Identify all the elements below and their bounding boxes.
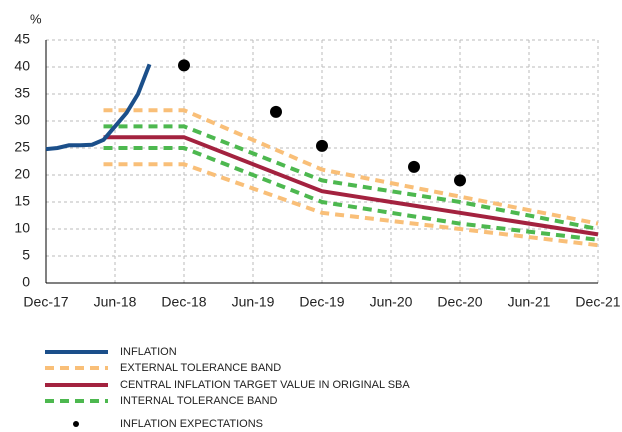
x-tick-label: Dec-19 <box>299 294 344 310</box>
x-tick-label: Dec-17 <box>23 294 68 310</box>
y-tick-label: 35 <box>14 85 30 101</box>
y-tick-label: 40 <box>14 58 30 74</box>
x-tick-label: Jun-21 <box>508 294 551 310</box>
x-tick-label: Jun-19 <box>232 294 275 310</box>
expectation-dot <box>408 160 420 173</box>
expectation-dot <box>270 105 282 118</box>
legend-marker <box>73 421 79 427</box>
y-axis-label: % <box>30 11 42 26</box>
band-line <box>103 162 599 248</box>
y-tick-label: 20 <box>14 166 30 182</box>
series-line <box>103 135 599 237</box>
legend-label: CENTRAL INFLATION TARGET VALUE IN ORIGIN… <box>120 379 410 391</box>
band-line <box>103 124 599 231</box>
y-tick-label: 45 <box>14 31 30 47</box>
series-line <box>45 63 152 152</box>
x-tick-label: Dec-21 <box>575 294 620 310</box>
x-tick-label: Dec-20 <box>437 294 482 310</box>
legend-label: INFLATION EXPECTATIONS <box>120 418 263 430</box>
y-tick-label: 15 <box>14 193 30 209</box>
legend-label: INTERNAL TOLERANCE BAND <box>120 395 278 407</box>
y-tick-label: 5 <box>22 247 30 263</box>
y-tick-label: 25 <box>14 139 30 155</box>
expectation-dot <box>178 59 190 72</box>
y-tick-label: 30 <box>14 112 30 128</box>
y-tick-label: 10 <box>14 220 30 236</box>
band-line <box>103 108 599 226</box>
band-line <box>103 146 599 242</box>
y-tick-label: 0 <box>22 274 30 290</box>
expectation-dot <box>454 174 466 187</box>
legend-label: INFLATION <box>120 346 177 358</box>
expectation-dot <box>316 139 328 152</box>
x-tick-label: Dec-18 <box>161 294 206 310</box>
legend-label: EXTERNAL TOLERANCE BAND <box>120 362 281 374</box>
x-tick-label: Jun-18 <box>94 294 137 310</box>
x-tick-label: Jun-20 <box>370 294 413 310</box>
